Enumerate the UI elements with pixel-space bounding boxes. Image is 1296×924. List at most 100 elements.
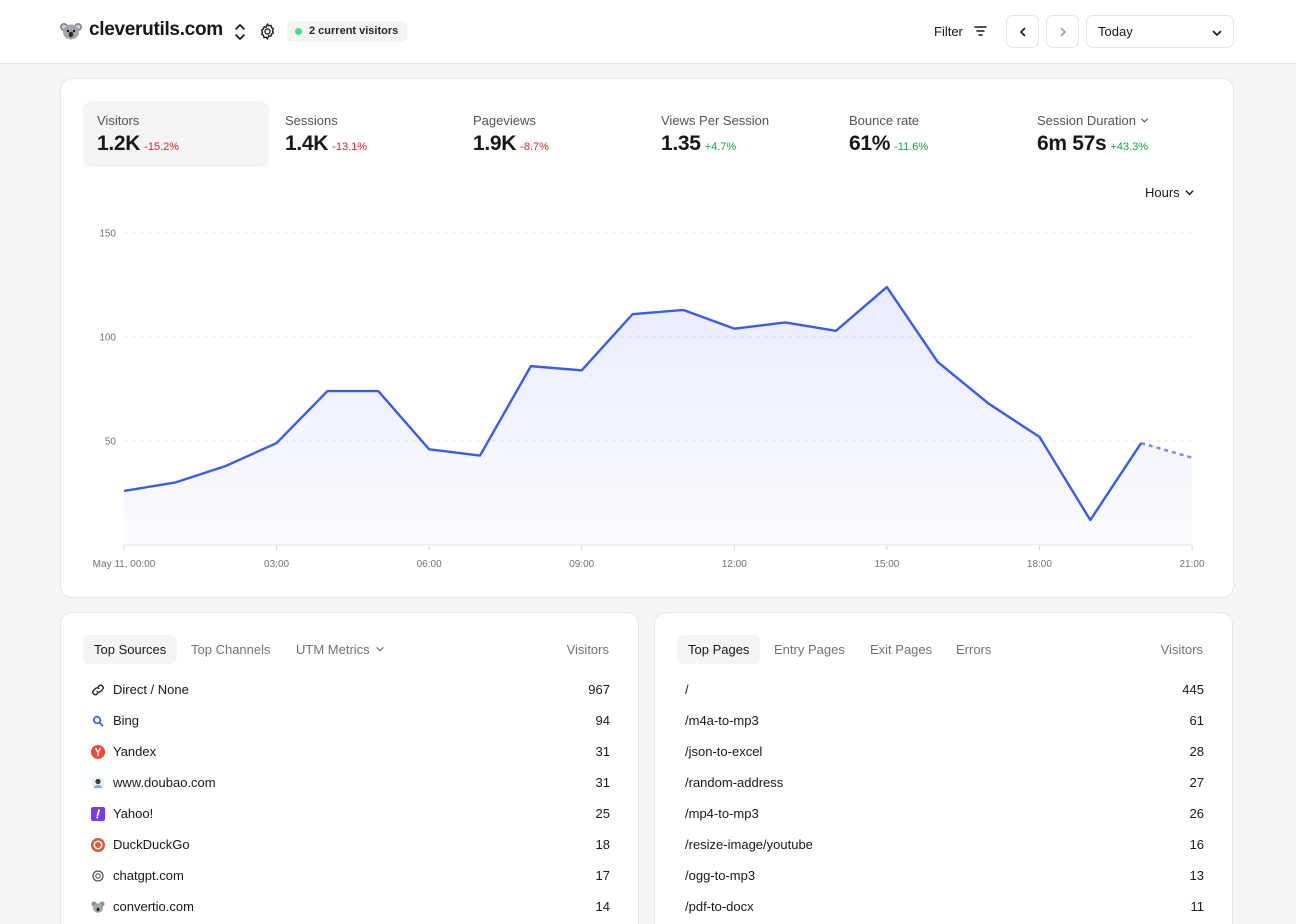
tab-top-sources[interactable]: Top Sources [83,635,178,664]
tab-errors[interactable]: Errors [956,642,992,657]
y-tick-label: 100 [99,333,116,344]
source-name: Yahoo! [113,806,154,821]
metric-delta: -13.1% [332,141,368,153]
source-visitors: 17 [595,868,610,883]
bing-icon [92,715,104,727]
tab-top-pages[interactable]: Top Pages [677,635,761,664]
gear-icon[interactable] [258,22,277,41]
page-row[interactable]: /m4a-to-mp3 61 [677,706,1204,737]
page-visitors: 11 [1190,899,1205,914]
pages-panel: Top Pages Entry Pages Exit Pages Errors … [654,612,1233,924]
metric-delta: +4.7% [704,141,737,153]
link-icon [92,684,104,696]
source-row[interactable]: Yandex 31 [83,737,610,768]
metric-delta: +43.3% [1110,141,1149,153]
metric-label: Visitors [97,113,140,128]
page-path: / [685,682,689,697]
metric-views-per-session[interactable]: Views Per Session 1.35 +4.7% [647,101,833,167]
page-row[interactable]: / 445 [677,675,1204,706]
x-tick-label: 06:00 [417,559,442,570]
source-name: convertio.com [113,899,194,914]
tab-exit-pages[interactable]: Exit Pages [870,642,933,657]
next-period-button[interactable] [1046,15,1079,48]
source-name: www.doubao.com [113,775,216,790]
page-path: /pdf-to-docx [685,899,754,914]
overview-card: Visitors 1.2K -15.2% Sessions 1.4K -13.1% … [60,78,1234,598]
source-name: DuckDuckGo [113,837,190,852]
page-path: /resize-image/youtube [685,837,813,852]
x-tick-label: 18:00 [1027,559,1052,570]
source-visitors: 31 [595,744,610,759]
chevron-down-icon [1185,190,1194,196]
page-path: /random-address [685,775,784,790]
metric-value: 61% [849,132,891,155]
source-name: Yandex [113,744,157,759]
metric-label: Bounce rate [849,113,920,128]
chevron-down-icon [376,647,384,652]
tab-entry-pages[interactable]: Entry Pages [774,642,845,657]
tab-utm-metrics[interactable]: UTM Metrics [285,635,396,664]
live-visitors-badge[interactable]: 2 current visitors [287,21,408,42]
metric-value: 6m 57s [1037,132,1107,155]
source-row[interactable]: Yahoo! 25 [83,799,610,830]
site-name[interactable]: cleverutils.com [89,19,223,40]
page-visitors: 13 [1189,868,1204,883]
page-row[interactable]: /pdf-to-docx 11 [677,892,1204,923]
x-tick-label: 03:00 [264,559,289,570]
filter-icon[interactable] [974,25,987,37]
tab-top-channels[interactable]: Top Channels [191,642,271,657]
metric-label: Sessions [285,113,338,128]
metric-bounce-rate[interactable]: Bounce rate 61% -11.6% [835,101,1021,167]
doubao-icon [91,776,105,790]
metric-sessions[interactable]: Sessions 1.4K -13.1% [271,101,457,167]
source-row[interactable]: chatgpt.com 17 [83,861,610,892]
page-row[interactable]: /json-to-excel 28 [677,737,1204,768]
source-name: Direct / None [113,682,189,697]
source-row[interactable]: DuckDuckGo 18 [83,830,610,861]
duckduckgo-icon [91,838,105,852]
chart-line [123,285,1143,522]
metric-visitors[interactable]: Visitors 1.2K -15.2% [83,101,269,167]
source-row[interactable]: Direct / None 967 [83,675,610,706]
metric-label: Pageviews [473,113,536,128]
chevron-left-icon [1020,27,1026,37]
metric-value: 1.35 [661,132,701,155]
sources-panel: Top Sources Top Channels UTM Metrics Vis… [60,612,639,924]
filter-button[interactable]: Filter [934,24,963,39]
source-row[interactable]: convertio.com 14 [83,892,610,923]
convertio-icon [91,901,105,913]
source-name: Bing [113,713,140,728]
metric-value: 1.2K [97,132,141,155]
metric-session-duration[interactable]: Session Duration 6m 57s +43.3% [1023,101,1209,167]
source-row[interactable]: www.doubao.com 31 [83,768,610,799]
source-visitors: 14 [595,899,610,914]
x-tick-label: 12:00 [722,559,747,570]
page-row[interactable]: /mp4-to-mp3 26 [677,799,1204,830]
chart-line-projected [1140,441,1193,459]
live-visitors-count: 2 current visitors [309,25,399,37]
chevron-up-down-icon[interactable] [232,22,248,42]
chevron-down-icon[interactable] [1140,116,1149,125]
chatgpt-icon [92,870,104,882]
previous-period-button[interactable] [1006,15,1039,48]
chevron-right-icon [1060,27,1066,37]
chevron-down-icon [1212,30,1222,36]
metric-pageviews[interactable]: Pageviews 1.9K -8.7% [459,101,645,167]
page-visitors: 26 [1189,806,1204,821]
x-tick-label: 21:00 [1179,559,1204,570]
metric-value: 1.4K [285,132,329,155]
page-row[interactable]: /random-address 27 [677,768,1204,799]
x-tick-label: 09:00 [569,559,594,570]
live-status-dot [295,28,302,35]
source-row[interactable]: Bing 94 [83,706,610,737]
page-row[interactable]: /resize-image/youtube 16 [677,830,1204,861]
x-tick-label: 15:00 [874,559,899,570]
granularity-select[interactable]: Hours [1145,185,1195,200]
y-tick-label: 150 [99,229,116,240]
source-visitors: 967 [588,682,610,697]
date-range-value: Today [1098,24,1133,39]
source-visitors: 94 [595,713,610,728]
page-row[interactable]: /ogg-to-mp3 13 [677,861,1204,892]
date-range-select[interactable]: Today [1086,15,1234,48]
visitors-chart[interactable]: 50 100 150 May 11, 00:00 03:00 06:00 09:00 12:0… [61,79,1233,597]
